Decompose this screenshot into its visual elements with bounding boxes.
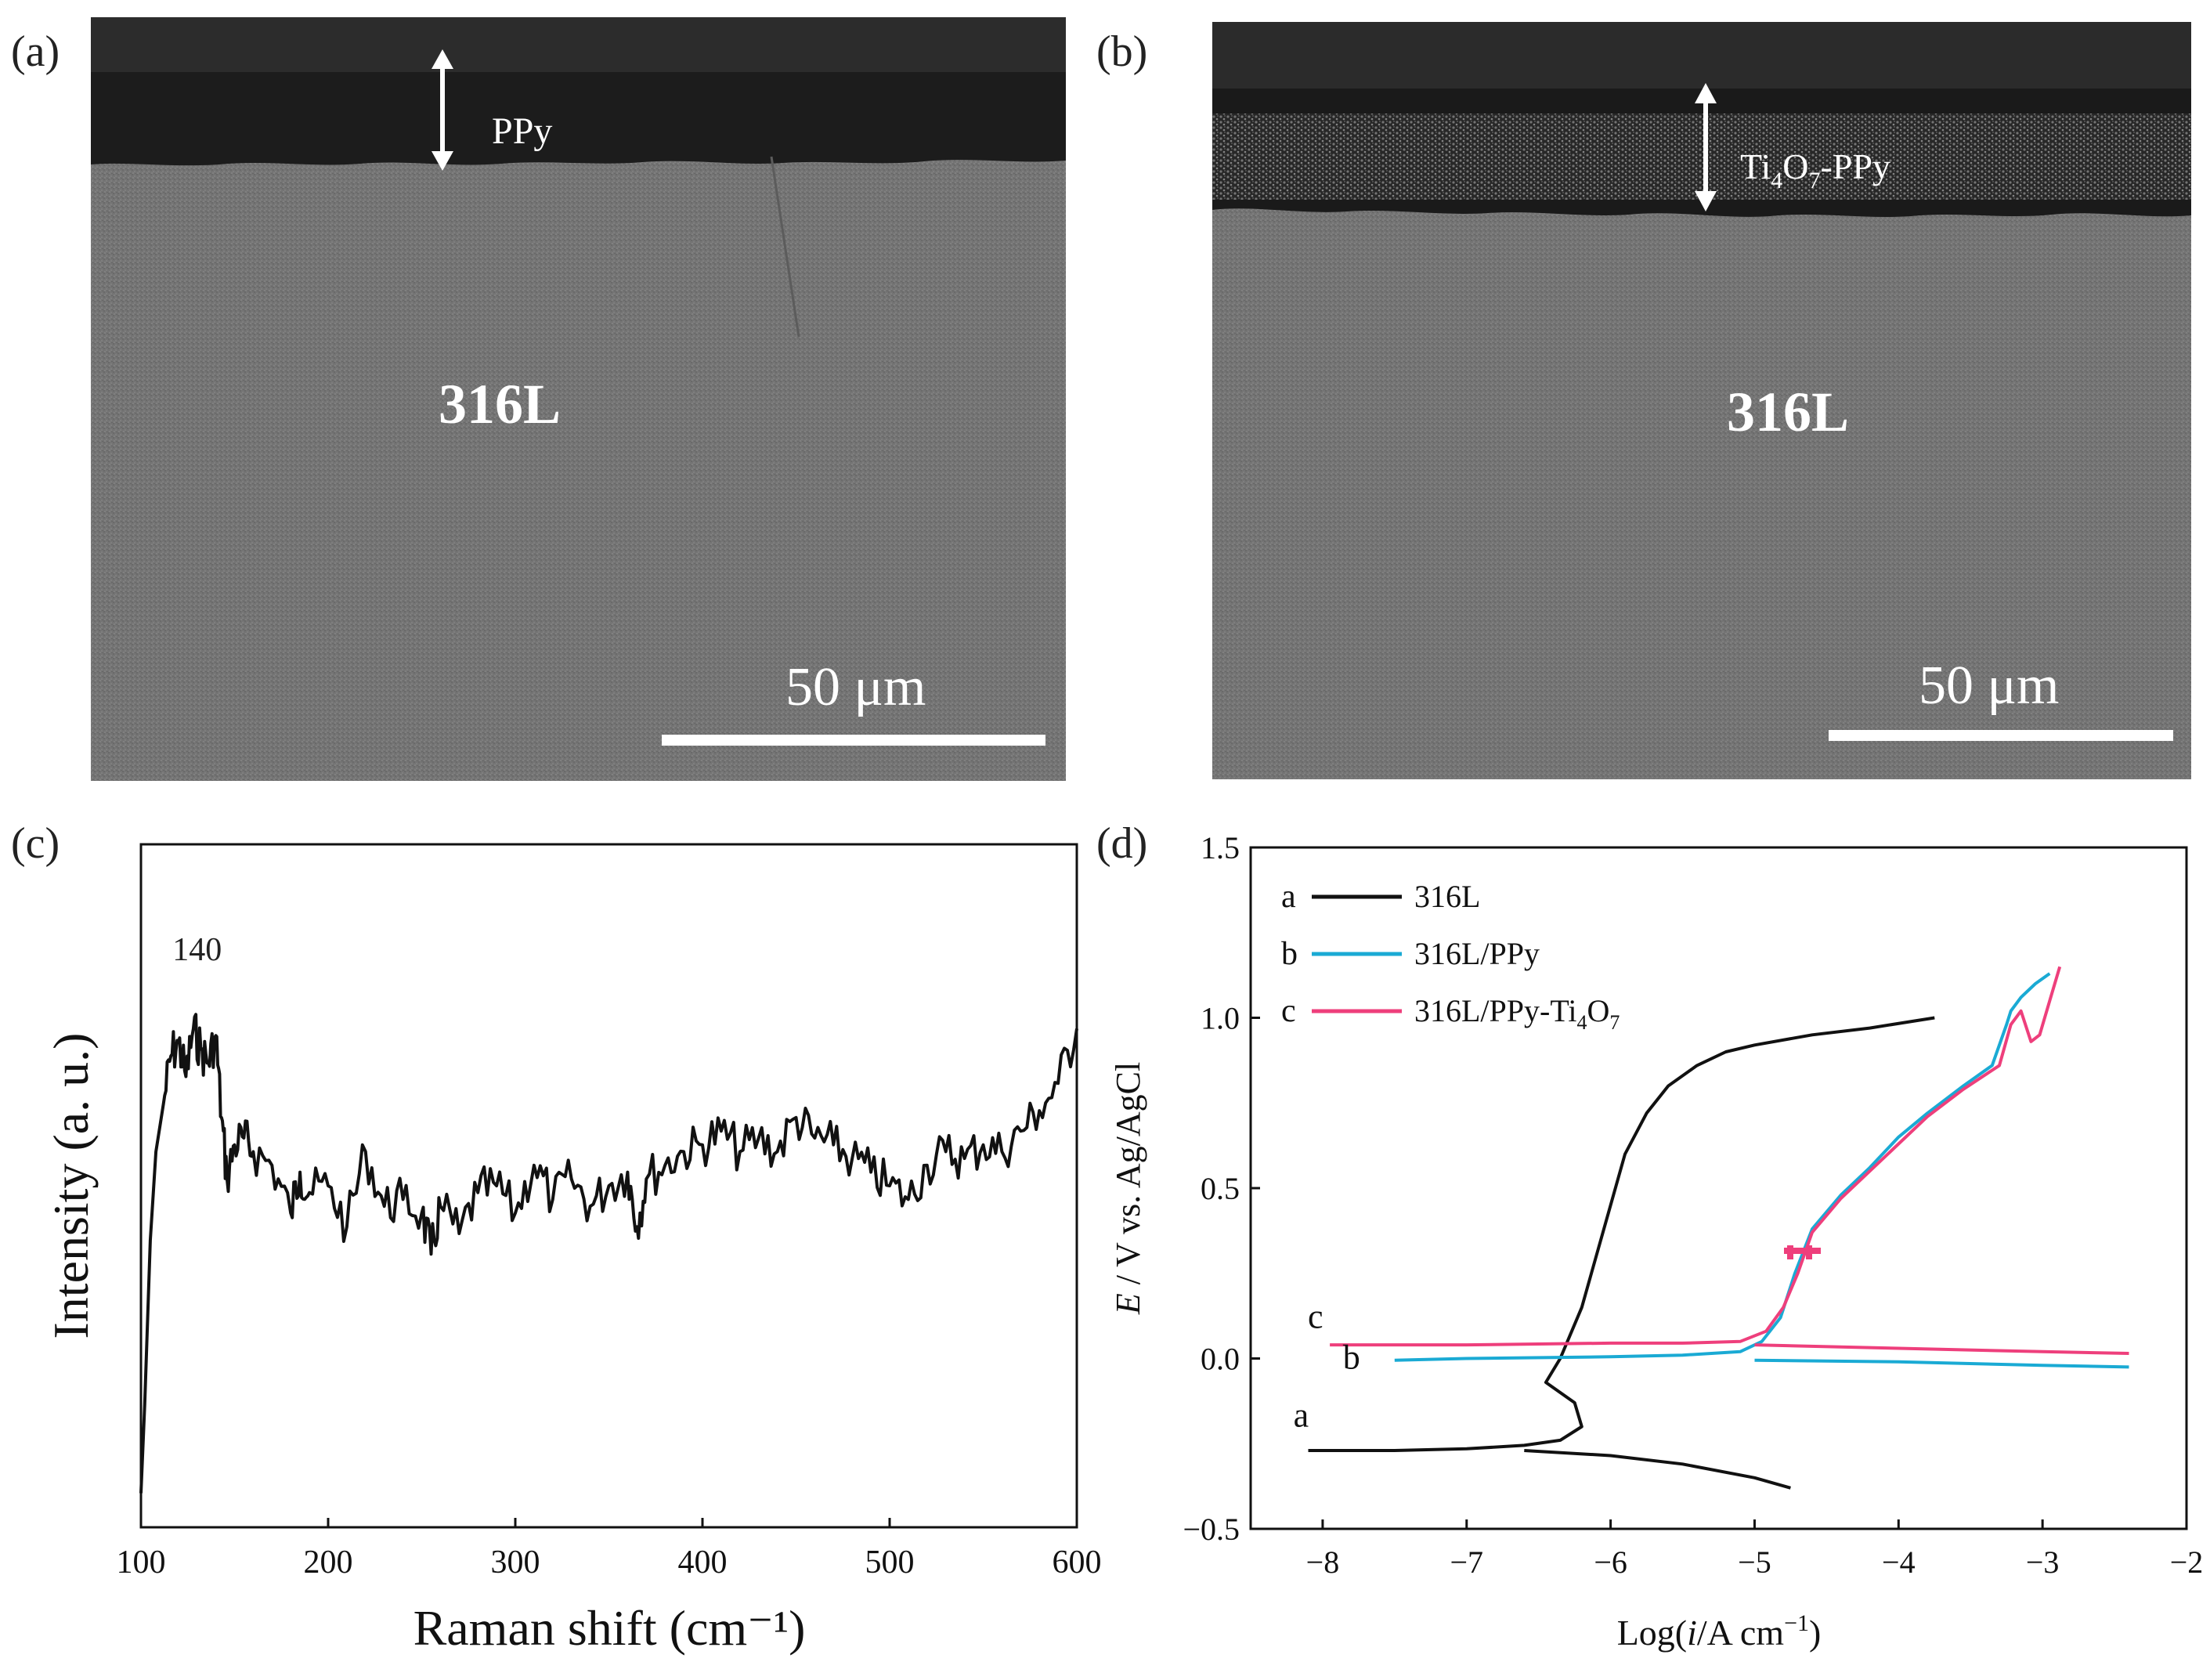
curve-label-b: b	[1343, 1339, 1360, 1377]
x-tick-label-d-3: −5	[1738, 1545, 1771, 1580]
chart-c-x-ticks	[139, 1518, 1078, 1527]
tafel-curve-b-cathodic	[1754, 1358, 2129, 1369]
y-tick-label-d-1: 0.0	[1201, 1342, 1240, 1377]
substrate-label-a: 316L	[439, 373, 561, 435]
chart-d-series	[1308, 966, 2129, 1490]
panel-d: (d) −8 −7 −6 −5 −4 −3 −2−0.50.00.51.01.5 abc a…	[1096, 819, 2203, 1653]
scale-bar-a	[662, 735, 1045, 746]
sem-image-b: Ti4O7-PPy 316L 50 μm	[1212, 22, 2191, 779]
curve-label-c: c	[1308, 1297, 1323, 1335]
chart-c-annotations: 140	[172, 932, 222, 968]
chart-d-curve-labels: abc	[1294, 1297, 1360, 1434]
tafel-curve-c-cathodic	[1754, 1343, 2129, 1355]
chart-c-x-axis-label: Raman shift (cm⁻¹)	[413, 1600, 806, 1656]
panel-d-label: (d)	[1096, 819, 1147, 868]
chart-c-y-axis-label: Intensity (a. u.)	[43, 1033, 99, 1339]
chart-d-tick-labels: −8 −7 −6 −5 −4 −3 −2 −0.5 0.0 0.5 1.0 1.5	[1183, 830, 2203, 1580]
arrow-head-down-b	[1695, 191, 1717, 211]
panel-b: (b) Ti4O7-PPy 316L 50 μm	[1096, 22, 2191, 779]
x-tick-label-d-1: −7	[1450, 1545, 1483, 1580]
y-tick-label-d-0: −0.5	[1183, 1512, 1240, 1547]
x-tick-label-d-2: −6	[1594, 1545, 1627, 1580]
arrow-head-up-b	[1695, 83, 1717, 103]
chart-d-x-axis-label: Log(i/A cm−1)	[1617, 1610, 1822, 1653]
x-tick-label-c-1: 200	[304, 1545, 353, 1581]
substrate-label-b: 316L	[1727, 381, 1849, 443]
arrow-head-down-a	[432, 151, 453, 171]
panel-c: (c) 100 200 300 400 500 600 140 Raman shift (…	[11, 819, 1102, 1656]
intersection-marker	[1784, 1245, 1821, 1259]
chart-d-frame	[1249, 846, 2188, 1530]
legend-label-a: 316L	[1414, 879, 1480, 914]
particle-region	[1212, 114, 2191, 200]
legend-label-b: 316L/PPy	[1414, 936, 1540, 971]
y-tick-label-d-3: 1.0	[1201, 1001, 1240, 1036]
x-tick-label-d-6: −2	[2170, 1545, 2204, 1580]
x-tick-label-d-0: −8	[1306, 1545, 1340, 1580]
resin-region-a	[91, 17, 1066, 72]
x-tick-label-c-4: 500	[865, 1545, 915, 1581]
legend-label-c: 316L/PPy-Ti4O7	[1414, 993, 1620, 1034]
legend-key-b: b	[1281, 936, 1298, 972]
legend-key-a: a	[1281, 879, 1296, 915]
x-tick-label-c-0: 100	[117, 1545, 166, 1581]
scale-bar-label-b: 50 μm	[1919, 656, 2059, 716]
y-tick-label-d-4: 1.5	[1201, 830, 1240, 865]
x-tick-label-d-5: −3	[2026, 1545, 2060, 1580]
x-tick-label-c-2: 300	[491, 1545, 540, 1581]
arrow-head-up-a	[432, 49, 453, 69]
panel-c-label: (c)	[11, 819, 60, 868]
chart-c-x-tick-labels: 100 200 300 400 500 600	[117, 1545, 1102, 1581]
x-tick-label-c-5: 600	[1053, 1545, 1102, 1581]
ti4o7-ppy-label: Ti4O7-PPy	[1740, 146, 1890, 193]
chart-d-y-axis-label: E / V vs. Ag/AgCl	[1109, 1062, 1147, 1315]
tafel-curve-c	[1330, 966, 2062, 1347]
scale-bar-label-a: 50 μm	[785, 657, 926, 717]
x-tick-label-d-4: −4	[1882, 1545, 1916, 1580]
scale-bar-b	[1829, 730, 2173, 741]
panel-a-label: (a)	[11, 27, 60, 76]
chart-d-legend: a 316L b 316L/PPy c 316L/PPy-Ti4O7	[1281, 879, 1620, 1034]
resin-region-b	[1212, 22, 2191, 89]
annotation-c-0: 140	[172, 932, 222, 968]
sem-image-a: PPy 316L 50 μm	[91, 17, 1066, 781]
curve-label-a: a	[1294, 1396, 1309, 1435]
tafel-curve-b	[1394, 972, 2051, 1362]
scratch-line	[770, 156, 800, 338]
chart-c-frame	[139, 843, 1078, 1529]
x-tick-label-c-3: 400	[678, 1545, 728, 1581]
ppy-label: PPy	[492, 110, 552, 152]
tafel-curve-a	[1308, 1016, 1935, 1452]
panel-a: (a) PPy 316L 50 μm	[11, 17, 1066, 781]
y-tick-label-d-2: 0.5	[1201, 1171, 1240, 1206]
legend-key-c: c	[1281, 993, 1296, 1029]
panel-b-label: (b)	[1096, 27, 1147, 76]
raman-spectrum-line	[139, 1013, 1078, 1494]
chart-d-ticks	[1251, 846, 2188, 1530]
tafel-curve-a-cathodic	[1524, 1449, 1791, 1490]
